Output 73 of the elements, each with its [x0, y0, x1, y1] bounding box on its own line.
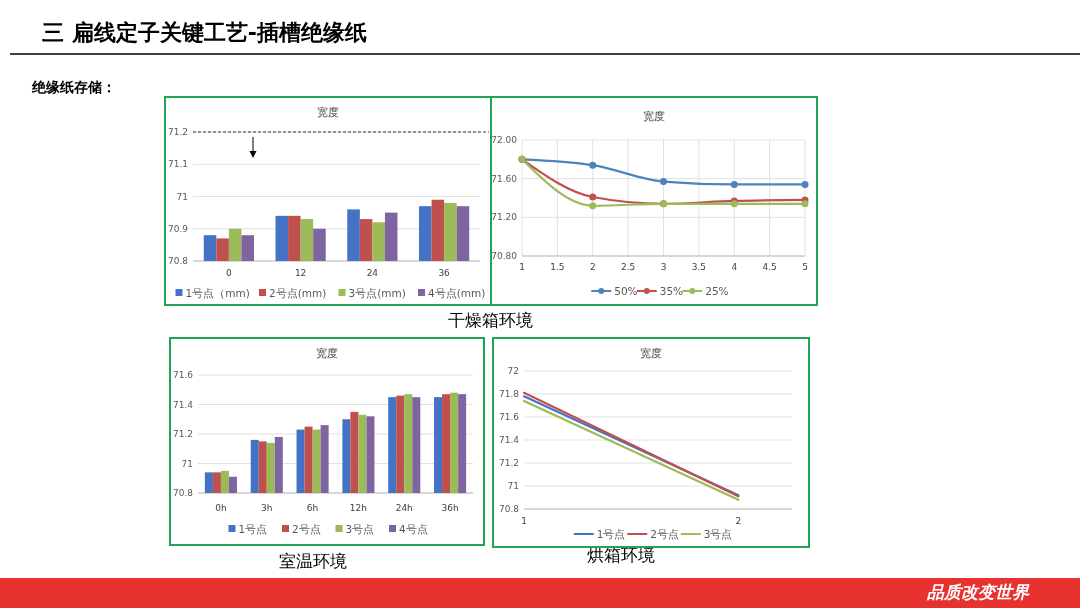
legend-label: 2号点	[650, 528, 679, 540]
point	[801, 200, 809, 208]
text: 烘箱环境	[587, 545, 655, 565]
point	[589, 193, 597, 201]
y-tick-label: 71	[181, 458, 193, 469]
y-tick-label: 72	[507, 366, 519, 376]
legend-label: 1号点	[238, 523, 268, 535]
y-tick-label: 71.2	[167, 127, 188, 137]
x-tick-label: 3h	[261, 503, 273, 513]
legend-label: 2号点(mm)	[269, 287, 327, 299]
chart-title: 宽度	[643, 110, 665, 123]
y-tick-label: 71.6	[172, 370, 194, 380]
y-tick-label: 70.8	[498, 504, 520, 514]
legend-label: 3号点	[703, 528, 733, 540]
y-tick-label: 71.2	[172, 429, 193, 439]
legend-label: 25%	[705, 285, 729, 297]
point	[589, 161, 597, 169]
y-tick-label: 71.20	[491, 212, 518, 223]
x-tick-label: 2	[589, 262, 596, 272]
x-tick-label: 2	[735, 516, 742, 526]
legend-label: 1号点	[596, 528, 626, 540]
x-tick-label: 6h	[306, 503, 319, 513]
y-tick-label: 71	[176, 191, 188, 202]
y-tick-label: 71.4	[498, 435, 520, 445]
point	[589, 202, 597, 210]
x-tick-label: 1	[519, 262, 525, 272]
y-tick-label: 70.8	[172, 488, 194, 498]
y-tick-label: 70.8	[167, 256, 189, 266]
legend-label: 1号点（mm)	[185, 287, 250, 299]
point	[730, 180, 738, 188]
legend-label: 4号点(mm)	[428, 287, 486, 299]
y-tick-label: 71.6	[498, 412, 520, 422]
legend-label: 4号点	[399, 523, 428, 535]
point	[660, 178, 667, 186]
legend-label: 2号点	[292, 523, 321, 535]
text: 品质改变世界	[926, 582, 1030, 602]
x-tick-label: 2.5	[620, 262, 636, 272]
legend-label: 3号点	[345, 523, 375, 535]
legend-label: 50%	[614, 285, 638, 297]
x-tick-label: 5	[802, 262, 808, 272]
x-tick-label: 4.5	[762, 262, 777, 272]
y-tick-label: 72.00	[491, 135, 518, 145]
x-tick-label: 36	[438, 268, 451, 278]
y-tick-label: 71.2	[498, 458, 519, 468]
x-tick-label: 0h	[215, 503, 227, 513]
text: 干燥箱环境	[447, 310, 533, 330]
text: 室温环境	[279, 551, 347, 571]
x-tick-label: 36h	[441, 503, 459, 513]
chart-title: 宽度	[640, 347, 662, 360]
legend-label: 3号点(mm)	[348, 287, 406, 299]
x-tick-label: 12	[294, 268, 307, 278]
y-tick-label: 70.9	[167, 223, 189, 234]
x-tick-label: 24	[366, 268, 379, 278]
x-tick-label: 1.5	[550, 262, 565, 272]
y-tick-label: 71.1	[167, 159, 188, 170]
y-tick-label: 71.60	[491, 173, 518, 184]
x-tick-label: 3	[660, 262, 667, 272]
legend-label: 35%	[659, 285, 684, 297]
x-tick-label: 1	[521, 516, 527, 526]
text: 三 扁线定子关键工艺-插槽绝缘纸	[42, 20, 367, 45]
y-tick-label: 71	[507, 481, 519, 491]
x-tick-label: 0	[226, 268, 233, 278]
y-tick-label: 71.8	[498, 389, 520, 399]
x-tick-label: 3.5	[691, 262, 707, 272]
x-tick-label: 4	[731, 262, 738, 272]
chart-title: 宽度	[317, 106, 339, 119]
point	[801, 180, 809, 188]
text: 绝缘纸存储：	[31, 79, 116, 95]
x-tick-label: 12h	[349, 503, 367, 513]
x-tick-label: 24h	[395, 503, 413, 513]
y-tick-label: 71.4	[172, 399, 194, 410]
y-tick-label: 70.80	[491, 251, 518, 261]
chart-title: 宽度	[316, 347, 338, 360]
